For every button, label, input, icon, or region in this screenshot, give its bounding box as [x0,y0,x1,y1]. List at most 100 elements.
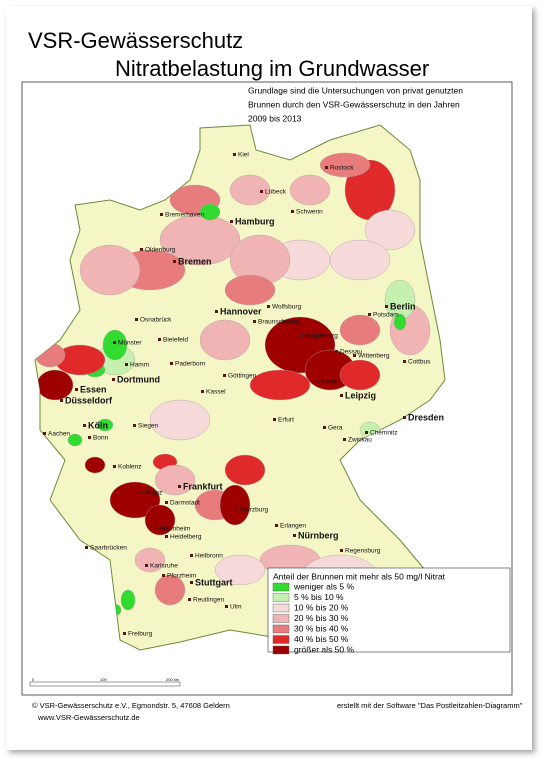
scale-rect [29,681,181,687]
city-dot [368,313,371,316]
region [67,433,83,447]
city-dot [260,190,263,193]
city-dot [233,153,236,156]
city-label: Hamburg [235,216,275,226]
city-dot [340,394,343,397]
region [249,369,311,401]
city-label: Potsdam [373,312,399,319]
city-label: Kiel [238,152,249,159]
legend-swatch [272,593,290,602]
region [96,418,114,432]
region [102,329,128,361]
footer-software: erstellt mit der Software "Das Postleitz… [337,701,523,710]
region [199,203,221,221]
city-label: Osnabrück [140,317,172,324]
region [134,547,166,573]
region [329,239,391,281]
city-label: Karlsruhe [150,563,178,570]
scale-bar: 0 100 200 km [29,677,181,687]
city-label: Cottbus [408,359,431,366]
city-dot [75,388,78,391]
city-dot [133,424,136,427]
city-dot [267,305,270,308]
city-label: Heidelberg [170,534,202,541]
city-dot [170,362,173,365]
legend-swatch [272,635,290,644]
city-dot [178,485,181,488]
region [364,209,416,251]
city-label: Bremen [178,256,212,266]
city-label: Ulm [230,604,242,611]
note-line: Brunnen durch den VSR-Gewässerschutz in … [248,99,460,109]
city-label: Nürnberg [298,530,339,540]
city-dot [113,465,116,468]
city-label: Lübeck [265,189,287,196]
city-label: Mainz [145,490,162,497]
legend: Anteil der Brunnen mit mehr als 50 mg/l … [267,567,511,655]
footer-address: © VSR-Gewässerschutz e.V., Egmondstr. 5,… [32,701,230,710]
region [229,174,271,206]
city-label: Frankfurt [183,481,223,491]
city-label: Bonn [93,435,109,442]
city-dot [140,248,143,251]
city-dot [165,535,168,538]
city-label: Berlin [390,301,416,311]
city-dot [365,431,368,434]
city-label: Kassel [206,389,226,396]
region [159,214,241,266]
legend-title: Anteil der Brunnen mit mehr als 50 mg/l … [273,571,446,581]
city-dot [225,605,228,608]
legend-label: 30 % bis 40 % [294,623,349,633]
city-dot [190,581,193,584]
city-dot [403,360,406,363]
city-label: Essen [80,384,107,394]
region [339,314,381,346]
city-label: Stuttgart [195,577,233,587]
city-dot [43,432,46,435]
region [224,274,276,306]
footer-web: www.VSR-Gewässerschutz.de [37,713,140,722]
city-dot [135,318,138,321]
region [120,589,136,611]
city-dot [158,338,161,341]
city-label: Hamm [130,362,149,369]
city-dot [325,166,328,169]
scale-label: 0 [32,677,35,682]
city-label: Dresden [408,412,444,422]
city-dot [112,378,115,381]
region [289,174,331,206]
city-label: Mannheim [160,526,190,533]
city-dot [230,220,233,223]
city-dot [385,305,388,308]
city-dot [160,213,163,216]
region [319,152,371,178]
city-label: Bremerhaven [165,212,204,219]
legend-label: 5 % bis 10 % [294,592,344,602]
city-label: Gera [328,425,343,432]
region [224,454,266,486]
city-dot [123,632,126,635]
city-dot [83,424,86,427]
city-dot [215,310,218,313]
note-line: 2009 bis 2013 [248,113,302,123]
legend-swatch [272,645,290,655]
city-label: Hannover [220,306,262,316]
city-label: Reutlingen [193,597,224,604]
city-dot [85,546,88,549]
legend-label: 10 % bis 20 % [294,602,349,612]
city-dot [293,534,296,537]
region [154,464,196,496]
city-dot [323,426,326,429]
city-label: Freiburg [128,631,153,638]
city-label: Köln [88,420,108,430]
city-dot [253,320,256,323]
city-label: Erlangen [280,523,306,530]
city-dot [125,363,128,366]
city-label: Chemnitz [370,430,397,437]
legend-swatch [272,582,290,592]
city-dot [145,564,148,567]
city-dot [353,354,356,357]
city-dot [190,554,193,557]
city-dot [340,549,343,552]
title: VSR-Gewässerschutz [28,28,243,53]
